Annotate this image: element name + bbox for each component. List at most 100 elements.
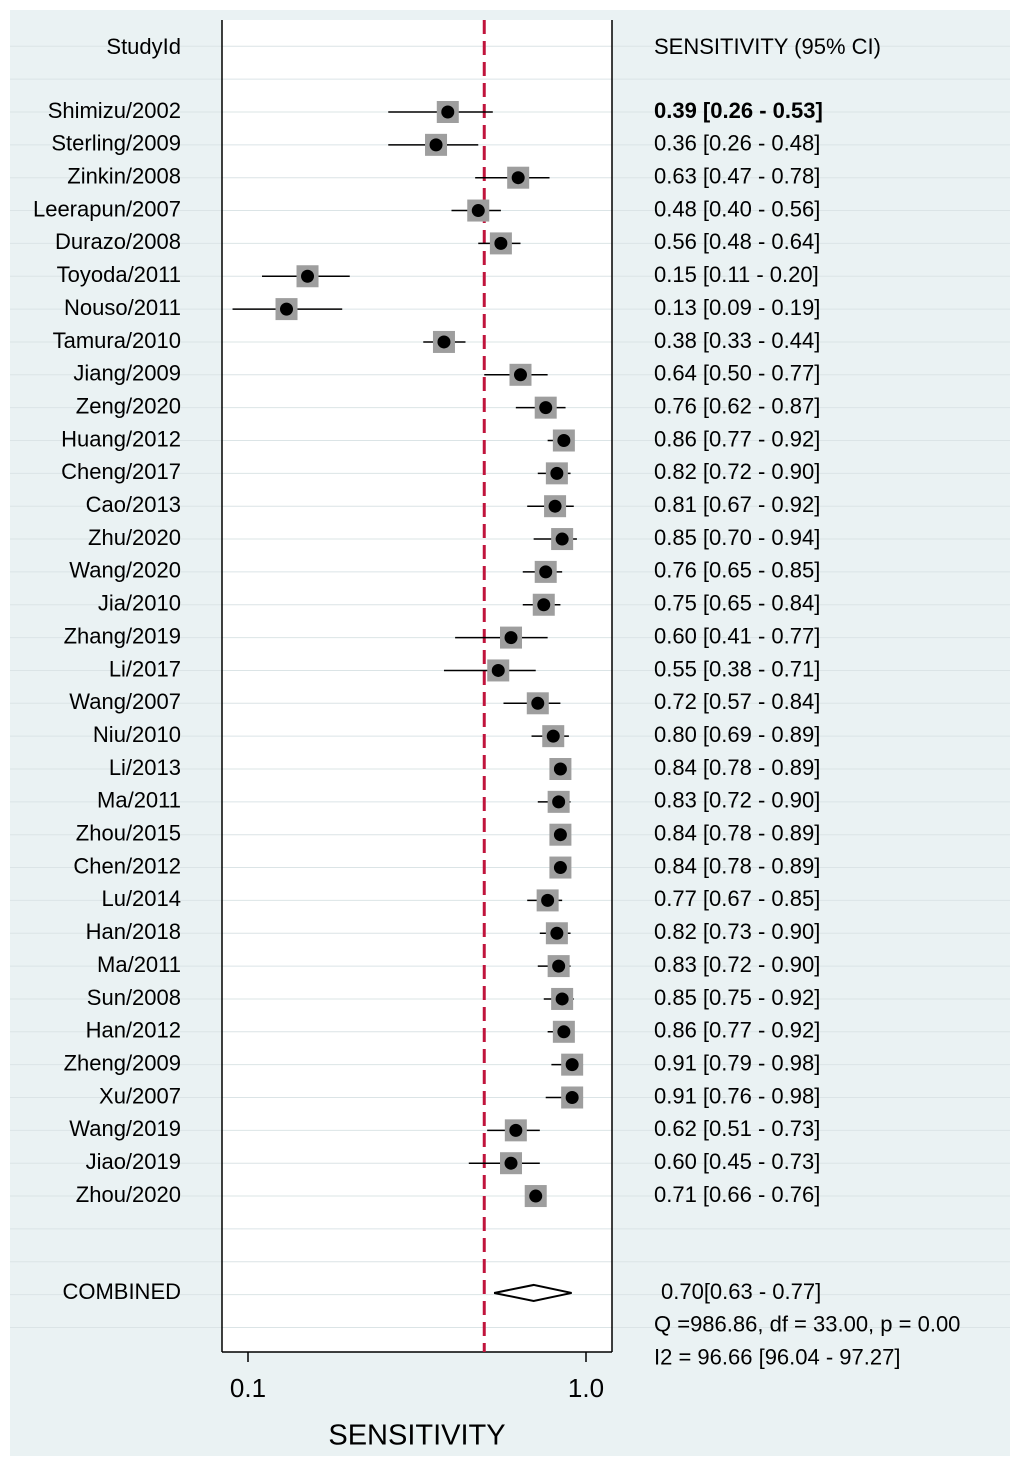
- study-point-estimate: [537, 598, 551, 612]
- study-label: Han/2012: [86, 1018, 181, 1043]
- combined-label: COMBINED: [62, 1279, 181, 1304]
- study-ci-text: 0.39 [0.26 - 0.53]: [654, 98, 823, 123]
- right-header: SENSITIVITY (95% CI): [654, 34, 881, 59]
- study-label: Zinkin/2008: [67, 164, 181, 189]
- study-label: Zhou/2015: [76, 821, 181, 846]
- study-ci-text: 0.83 [0.72 - 0.90]: [654, 952, 820, 977]
- study-ci-text: 0.84 [0.78 - 0.89]: [654, 853, 820, 878]
- study-ci-text: 0.36 [0.26 - 0.48]: [654, 131, 820, 156]
- study-ci-text: 0.82 [0.72 - 0.90]: [654, 459, 820, 484]
- study-ci-text: 0.60 [0.45 - 0.73]: [654, 1149, 820, 1174]
- study-ci-text: 0.62 [0.51 - 0.73]: [654, 1116, 820, 1141]
- x-tick-label: 1.0: [568, 1373, 604, 1403]
- study-label: Wang/2020: [69, 558, 181, 583]
- study-point-estimate: [539, 401, 553, 415]
- study-label: Leerapun/2007: [33, 196, 181, 221]
- study-ci-text: 0.80 [0.69 - 0.89]: [654, 722, 820, 747]
- study-label: Shimizu/2002: [48, 98, 181, 123]
- study-ci-text: 0.76 [0.65 - 0.85]: [654, 558, 820, 583]
- study-label: Zhu/2020: [88, 525, 181, 550]
- study-point-estimate: [513, 368, 527, 382]
- plot-area: [222, 20, 612, 1352]
- study-label: Ma/2011: [97, 952, 181, 977]
- study-point-estimate: [491, 663, 505, 677]
- study-point-estimate: [504, 1156, 518, 1170]
- study-point-estimate: [553, 762, 567, 776]
- study-ci-text: 0.86 [0.77 - 0.92]: [654, 426, 820, 451]
- study-label: Li/2017: [109, 656, 181, 681]
- study-label: Jiao/2019: [86, 1149, 181, 1174]
- study-label: Wang/2007: [69, 689, 181, 714]
- study-point-estimate: [553, 861, 567, 875]
- study-ci-text: 0.55 [0.38 - 0.71]: [654, 656, 820, 681]
- study-ci-text: 0.48 [0.40 - 0.56]: [654, 196, 820, 221]
- study-label: Durazo/2008: [55, 229, 181, 254]
- left-header: StudyId: [106, 34, 181, 59]
- study-ci-text: 0.15 [0.11 - 0.20]: [654, 262, 819, 287]
- study-point-estimate: [301, 269, 315, 283]
- study-point-estimate: [552, 795, 566, 809]
- study-point-estimate: [550, 466, 564, 480]
- study-point-estimate: [546, 729, 560, 743]
- x-tick-label: 0.1: [230, 1373, 266, 1403]
- study-point-estimate: [565, 1091, 579, 1104]
- study-point-estimate: [553, 828, 567, 842]
- study-point-estimate: [529, 1189, 543, 1203]
- study-ci-text: 0.13 [0.09 - 0.19]: [654, 295, 820, 320]
- study-point-estimate: [541, 893, 555, 907]
- study-point-estimate: [511, 171, 525, 185]
- study-point-estimate: [280, 302, 294, 316]
- study-label: Tamura/2010: [53, 328, 181, 353]
- study-point-estimate: [504, 631, 518, 645]
- study-ci-text: 0.76 [0.62 - 0.87]: [654, 393, 820, 418]
- study-label: Jia/2010: [98, 591, 181, 616]
- study-label: Sun/2008: [87, 985, 181, 1010]
- study-label: Nouso/2011: [64, 295, 181, 320]
- study-ci-text: 0.56 [0.48 - 0.64]: [654, 229, 820, 254]
- study-ci-text: 0.84 [0.78 - 0.89]: [654, 755, 820, 780]
- study-label: Niu/2010: [93, 722, 181, 747]
- study-ci-text: 0.63 [0.47 - 0.78]: [654, 164, 820, 189]
- study-point-estimate: [550, 926, 564, 940]
- study-label: Wang/2019: [69, 1116, 181, 1141]
- study-point-estimate: [509, 1123, 523, 1137]
- heterogeneity-text: I2 = 96.66 [96.04 - 97.27]: [654, 1344, 900, 1369]
- study-ci-text: 0.71 [0.66 - 0.76]: [654, 1182, 820, 1207]
- study-ci-text: 0.82 [0.73 - 0.90]: [654, 919, 820, 944]
- study-point-estimate: [552, 959, 566, 973]
- study-label: Toyoda/2011: [57, 262, 181, 287]
- study-label: Zhou/2020: [76, 1182, 181, 1207]
- study-ci-text: 0.38 [0.33 - 0.44]: [654, 328, 820, 353]
- study-label: Cheng/2017: [61, 459, 181, 484]
- study-ci-text: 0.86 [0.77 - 0.92]: [654, 1018, 820, 1043]
- study-point-estimate: [441, 105, 455, 119]
- study-ci-text: 0.77 [0.67 - 0.85]: [654, 886, 820, 911]
- study-label: Han/2018: [86, 919, 181, 944]
- study-ci-text: 0.91 [0.79 - 0.98]: [654, 1050, 820, 1075]
- x-axis-title: SENSITIVITY: [328, 1420, 505, 1452]
- study-point-estimate: [429, 138, 443, 152]
- study-label: Chen/2012: [73, 853, 181, 878]
- study-label: Ma/2011: [97, 788, 181, 813]
- study-point-estimate: [437, 335, 451, 349]
- study-label: Huang/2012: [61, 426, 181, 451]
- study-label: Zhang/2019: [64, 623, 181, 648]
- heterogeneity-text: Q =986.86, df = 33.00, p = 0.00: [654, 1312, 960, 1337]
- study-ci-text: 0.85 [0.75 - 0.92]: [654, 985, 820, 1010]
- study-label: Xu/2007: [99, 1083, 181, 1108]
- study-ci-text: 0.83 [0.72 - 0.90]: [654, 788, 820, 813]
- study-ci-text: 0.75 [0.65 - 0.84]: [654, 591, 820, 616]
- study-label: Zheng/2009: [64, 1050, 181, 1075]
- study-point-estimate: [539, 565, 553, 579]
- combined-diamond: [493, 1283, 572, 1302]
- study-label: Li/2013: [109, 755, 181, 780]
- study-ci-text: 0.91 [0.76 - 0.98]: [654, 1083, 820, 1108]
- study-point-estimate: [557, 1025, 571, 1039]
- study-point-estimate: [565, 1058, 579, 1072]
- study-label: Lu/2014: [101, 886, 181, 911]
- study-ci-text: 0.81 [0.67 - 0.92]: [654, 492, 820, 517]
- study-point-estimate: [531, 696, 545, 710]
- study-ci-text: 0.85 [0.70 - 0.94]: [654, 525, 820, 550]
- study-point-estimate: [557, 434, 571, 447]
